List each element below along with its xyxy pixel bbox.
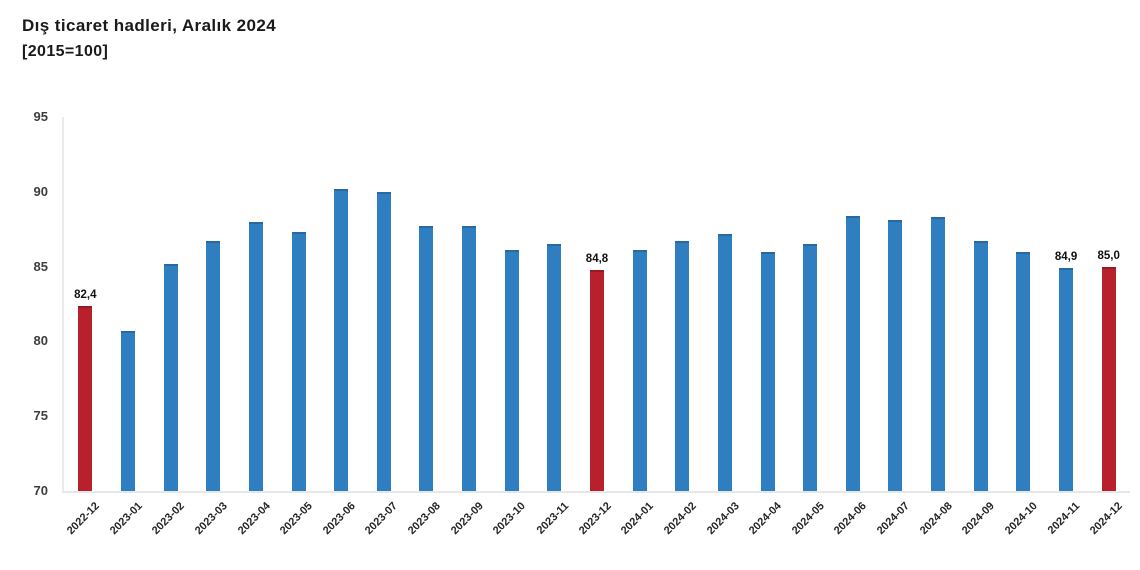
bar-slot-2023-12: 84,8 2023-12 bbox=[576, 117, 619, 537]
chart-title: Dış ticaret hadleri, Aralık 2024 bbox=[22, 16, 277, 35]
bar-value-label-2023-12: 84,8 bbox=[585, 252, 609, 265]
bar-slot-2024-04: 2024-04 bbox=[746, 117, 789, 537]
bar-2024-11 bbox=[1059, 268, 1074, 491]
y-tick-70: 70 bbox=[33, 483, 48, 498]
x-tick-2024-05: 2024-05 bbox=[789, 500, 827, 538]
bar-slot-2024-02: 2024-02 bbox=[661, 117, 704, 537]
bar-2023-09 bbox=[462, 226, 477, 491]
bar-2023-05 bbox=[291, 232, 306, 491]
bar-2024-04 bbox=[760, 251, 775, 491]
bar-slot-2024-03: 2024-03 bbox=[704, 117, 747, 537]
bar-2022-12 bbox=[78, 305, 93, 491]
x-tick-2023-04: 2023-04 bbox=[235, 500, 273, 538]
bar-slot-2023-07: 2023-07 bbox=[362, 117, 405, 537]
bar-2023-03 bbox=[206, 241, 221, 491]
bar-2024-08 bbox=[931, 217, 946, 491]
bar-slot-2023-08: 2023-08 bbox=[405, 117, 448, 537]
bar-2023-06 bbox=[334, 188, 349, 491]
x-tick-2024-04: 2024-04 bbox=[747, 500, 785, 538]
x-tick-2023-02: 2023-02 bbox=[150, 500, 188, 538]
bar-value-label-2024-12: 85,0 bbox=[1097, 249, 1120, 262]
bar-2024-07 bbox=[888, 220, 903, 491]
bar-slot-2024-08: 2024-08 bbox=[917, 117, 960, 537]
bar-slot-2023-05: 2023-05 bbox=[277, 117, 320, 537]
x-tick-2023-01: 2023-01 bbox=[107, 500, 145, 538]
x-tick-2023-10: 2023-10 bbox=[491, 500, 529, 538]
bar-slot-2024-10: 2024-10 bbox=[1002, 117, 1045, 537]
bar-slot-2024-09: 2024-09 bbox=[959, 117, 1002, 537]
x-tick-2023-05: 2023-05 bbox=[277, 500, 316, 538]
bar-2024-01 bbox=[632, 250, 647, 491]
bar-2023-10 bbox=[504, 250, 519, 491]
y-tick-90: 90 bbox=[33, 183, 48, 199]
x-tick-2023-08: 2023-08 bbox=[405, 500, 443, 538]
bar-slot-2023-02: 2023-02 bbox=[149, 117, 192, 537]
x-tick-2024-12: 2024-12 bbox=[1088, 500, 1126, 538]
bar-2024-02 bbox=[675, 241, 690, 491]
x-tick-2022-12: 2022-12 bbox=[64, 500, 102, 538]
bar-2023-02 bbox=[163, 263, 178, 491]
bar-2024-06 bbox=[845, 215, 860, 491]
bar-2023-11 bbox=[547, 244, 562, 491]
bar-2024-09 bbox=[973, 241, 988, 491]
x-tick-2024-11: 2024-11 bbox=[1045, 500, 1083, 537]
bar-slot-2024-12: 85,0 2024-12 bbox=[1087, 117, 1130, 537]
bar-slot-2024-05: 2024-05 bbox=[789, 117, 832, 537]
bar-slot-2023-03: 2023-03 bbox=[192, 117, 235, 537]
chart-subtitle: [2015=100] bbox=[22, 43, 109, 61]
x-tick-2024-03: 2024-03 bbox=[704, 500, 742, 538]
bar-slot-2024-01: 2024-01 bbox=[618, 117, 661, 537]
bar-value-label-2024-11: 84,9 bbox=[1054, 251, 1078, 264]
bar-2024-12 bbox=[1101, 266, 1116, 491]
bar-slot-2024-06: 2024-06 bbox=[832, 117, 875, 537]
x-tick-2024-09: 2024-09 bbox=[960, 500, 998, 538]
bar-value-label-2022-12: 82,4 bbox=[74, 288, 97, 301]
bar-2023-07 bbox=[376, 191, 391, 491]
y-tick-75: 75 bbox=[33, 408, 48, 424]
bar-slot-2023-10: 2023-10 bbox=[490, 117, 533, 537]
bar-2023-12 bbox=[590, 269, 604, 491]
bar-slot-2023-06: 2023-06 bbox=[320, 117, 363, 537]
bar-slot-2024-11: 84,9 2024-11 bbox=[1045, 117, 1088, 536]
x-tick-2023-07: 2023-07 bbox=[363, 500, 401, 538]
bar-slot-2023-04: 2023-04 bbox=[235, 117, 278, 537]
x-tick-2023-09: 2023-09 bbox=[448, 500, 486, 538]
bar-2024-03 bbox=[717, 233, 732, 491]
plot-area: 70 75 80 85 90 95 82,4 2022-12 2023-01 2023-02 202… bbox=[34, 109, 1130, 538]
y-tick-95: 95 bbox=[33, 109, 48, 124]
x-tick-2024-02: 2024-02 bbox=[661, 500, 699, 538]
bar-2024-10 bbox=[1016, 251, 1031, 491]
bar-slot-2024-07: 2024-07 bbox=[874, 117, 917, 537]
bar-slot-2023-11: 2023-11 bbox=[533, 117, 576, 537]
x-tick-2024-08: 2024-08 bbox=[917, 500, 955, 538]
x-tick-2024-06: 2024-06 bbox=[832, 500, 870, 538]
bar-slot-2023-01: 2023-01 bbox=[107, 117, 150, 537]
bar-slot-2022-12: 82,4 2022-12 bbox=[64, 117, 107, 538]
x-tick-2024-10: 2024-10 bbox=[1002, 500, 1040, 538]
y-tick-80: 80 bbox=[33, 333, 48, 349]
bar-2023-04 bbox=[248, 221, 263, 491]
bar-2023-01 bbox=[120, 330, 135, 491]
y-tick-85: 85 bbox=[33, 258, 48, 274]
x-tick-2023-11: 2023-11 bbox=[534, 500, 571, 537]
x-tick-2023-06: 2023-06 bbox=[320, 500, 358, 538]
bar-2024-05 bbox=[803, 244, 818, 491]
bar-slot-2023-09: 2023-09 bbox=[448, 117, 491, 537]
x-tick-2023-12: 2023-12 bbox=[576, 500, 614, 538]
x-tick-2024-07: 2024-07 bbox=[874, 500, 912, 538]
x-tick-2023-03: 2023-03 bbox=[192, 500, 230, 538]
title-block: Dış ticaret hadleri, Aralık 2024 [2015=1… bbox=[22, 12, 276, 65]
bar-2023-08 bbox=[419, 226, 434, 491]
x-tick-2024-01: 2024-01 bbox=[619, 500, 657, 538]
